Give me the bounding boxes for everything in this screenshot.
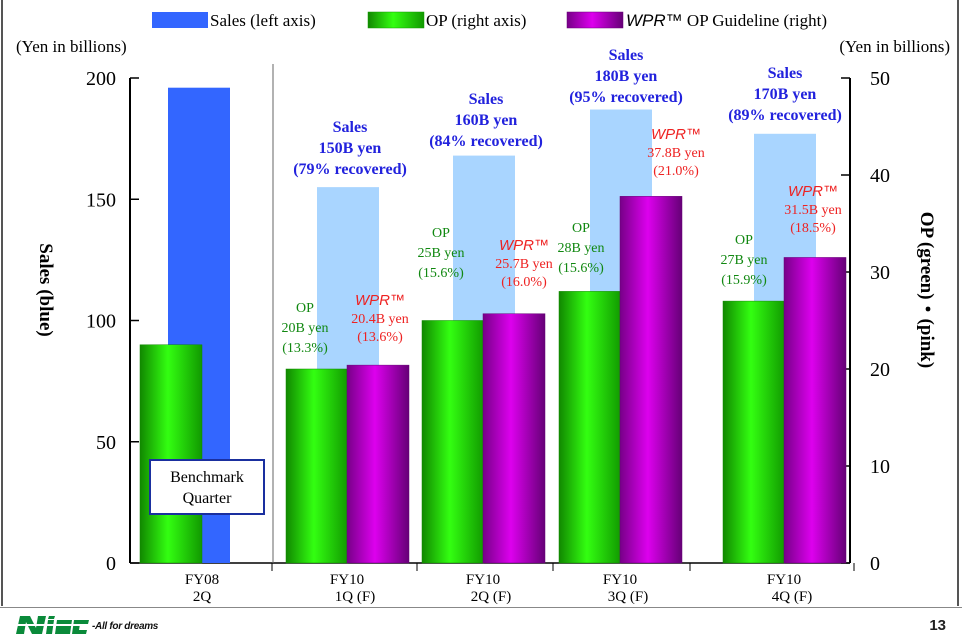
right-axis-title: OP (green)・(pink) (916, 212, 937, 368)
footer-divider (0, 607, 962, 608)
category-label: FY10 (603, 572, 637, 588)
op-annotation: 28B yen (557, 241, 604, 256)
sales-annotation: (84% recovered) (429, 133, 543, 150)
sales-annotation: Sales (609, 47, 644, 64)
wpr-bar (482, 313, 546, 564)
wpr-bar (346, 364, 410, 564)
op-annotation: 27B yen (720, 253, 767, 268)
op-bar (139, 344, 203, 564)
sales-annotation: 160B yen (455, 112, 518, 129)
op-annotation: OP (296, 301, 314, 316)
op-bar (558, 291, 622, 564)
legend-label-op: OP (right axis) (426, 11, 526, 30)
left-axis-unit: (Yen in billions) (16, 37, 127, 56)
left-tick-label: 100 (86, 311, 116, 333)
category-label: 1Q (F) (335, 589, 375, 605)
sales-annotation: (79% recovered) (293, 161, 407, 178)
wpr-annotation: 31.5B yen (784, 203, 842, 218)
op-annotation: (13.3%) (282, 341, 328, 356)
page-number: 13 (929, 617, 946, 634)
op-annotation: (15.6%) (558, 261, 604, 276)
op-bar (722, 300, 786, 564)
op-annotation: 25B yen (417, 246, 464, 261)
wpr-bar (619, 196, 683, 564)
left-axis-title: Sales (blue) (35, 243, 56, 336)
op-annotation: 20B yen (281, 321, 328, 336)
right-tick-label: 0 (870, 553, 880, 575)
wpr-annotation: 20.4B yen (351, 312, 409, 327)
benchmark-label: Benchmark (170, 469, 244, 486)
legend-swatch-wpr (566, 11, 624, 29)
category-label: 2Q (F) (471, 589, 511, 605)
sales-annotation: 170B yen (754, 86, 817, 103)
sales-annotation: Sales (768, 65, 803, 82)
op-annotation: OP (432, 226, 450, 241)
wpr-annotation: WPR™ (651, 126, 701, 143)
left-tick-label: 0 (106, 553, 116, 575)
sales-annotation: Sales (333, 119, 368, 136)
legend-swatch-op (367, 11, 425, 29)
plot-area: 0 50 100 150 200 0 10 20 30 40 50 Sales (blue) OP (g… (35, 47, 937, 605)
op-annotation: (15.9%) (721, 273, 767, 288)
wpr-annotation: 25.7B yen (495, 257, 553, 272)
category-label: FY10 (466, 572, 500, 588)
wpr-annotation: 37.8B yen (647, 146, 705, 161)
wpr-bar (783, 257, 847, 564)
category-label: FY10 (330, 572, 364, 588)
wpr-annotation: (13.6%) (357, 330, 403, 345)
legend-label-wpr: WPR™ OP Guideline (right) (626, 11, 827, 30)
sales-annotation: (89% recovered) (728, 107, 842, 124)
wpr-annotation: WPR™ (788, 183, 838, 200)
wpr-annotation: (18.5%) (790, 221, 836, 236)
benchmark-box (149, 459, 265, 515)
footer-tagline: -All for dreams (92, 621, 159, 632)
legend-label-wpr-suffix: OP Guideline (right) (683, 11, 827, 30)
right-tick-label: 10 (870, 456, 890, 478)
category-label: 3Q (F) (608, 589, 648, 605)
wpr-annotation: WPR™ (355, 292, 405, 309)
op-bar (421, 320, 485, 564)
right-tick-label: 20 (870, 359, 890, 381)
wpr-annotation: (16.0%) (501, 275, 547, 290)
right-tick-label: 50 (870, 68, 890, 90)
category-label: FY08 (185, 572, 219, 588)
left-tick-label: 200 (86, 68, 116, 90)
op-annotation: (15.6%) (418, 266, 464, 281)
left-tick-label: 150 (86, 189, 116, 211)
right-tick-label: 30 (870, 262, 890, 284)
legend: Sales (left axis) OP (right axis) WPR™ O… (152, 11, 827, 30)
legend-label-wpr-prefix: WPR™ (626, 11, 683, 30)
nidec-logo (16, 616, 90, 634)
sales-annotation: Sales (469, 91, 504, 108)
benchmark-label: Quarter (183, 490, 233, 507)
legend-swatch-sales (152, 12, 208, 28)
category-label: FY10 (767, 572, 801, 588)
op-bar (285, 368, 349, 564)
sales-op-chart: Sales (left axis) OP (right axis) WPR™ O… (16, 11, 950, 605)
sales-annotation: 150B yen (319, 140, 382, 157)
right-tick-label: 40 (870, 165, 890, 187)
category-label: 4Q (F) (772, 589, 812, 605)
op-annotation: OP (572, 221, 590, 236)
wpr-annotation: (21.0%) (653, 164, 699, 179)
wpr-annotation: WPR™ (499, 237, 549, 254)
sales-annotation: 180B yen (595, 68, 658, 85)
left-tick-label: 50 (96, 432, 116, 454)
right-axis-unit: (Yen in billions) (839, 37, 950, 56)
category-label: 2Q (193, 589, 212, 605)
sales-annotation: (95% recovered) (569, 89, 683, 106)
op-annotation: OP (735, 233, 753, 248)
legend-label-sales: Sales (left axis) (210, 11, 316, 30)
